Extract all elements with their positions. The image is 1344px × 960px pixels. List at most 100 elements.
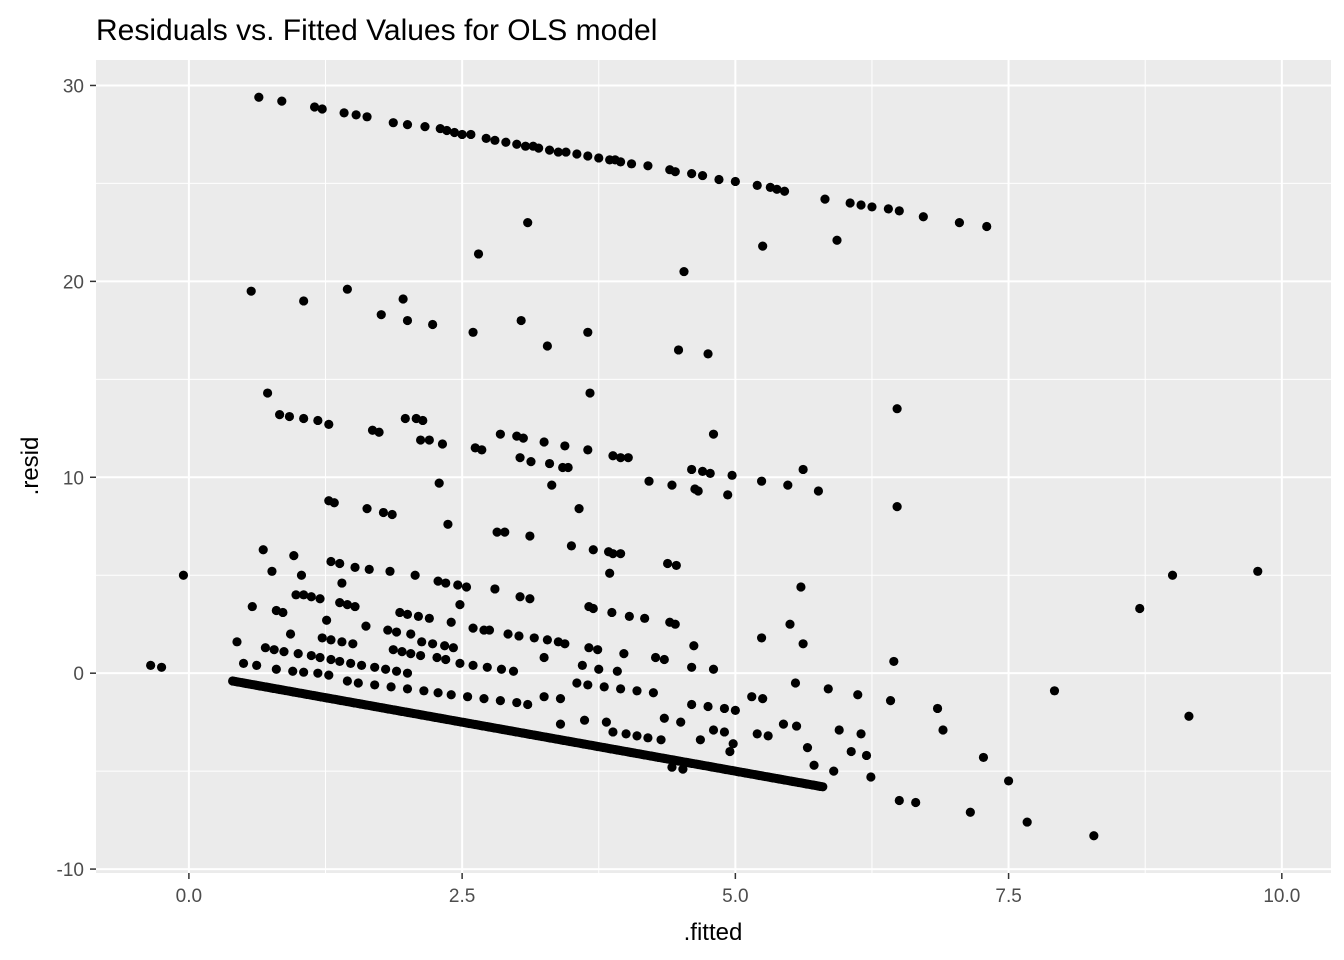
data-point — [306, 650, 316, 661]
data-point — [632, 686, 642, 696]
data-point — [616, 549, 626, 559]
data-point — [594, 664, 604, 674]
data-point — [954, 218, 965, 228]
data-point — [560, 441, 570, 451]
data-point — [448, 643, 458, 653]
data-point — [350, 562, 360, 572]
data-point — [441, 578, 451, 588]
data-point — [433, 576, 443, 586]
data-point — [361, 621, 371, 631]
data-point — [514, 631, 524, 641]
data-point — [391, 666, 402, 676]
data-point — [885, 696, 896, 706]
x-tick-label: 7.5 — [995, 886, 1021, 907]
data-point — [398, 294, 408, 304]
x-axis: 0.0 2.5 5.0 7.5 10.0 — [176, 873, 1300, 907]
data-point — [417, 637, 427, 647]
data-point — [608, 727, 618, 737]
data-point — [387, 509, 397, 520]
data-point — [443, 519, 453, 529]
x-tick-label: 5.0 — [722, 886, 748, 907]
data-point — [588, 545, 598, 555]
data-point — [523, 699, 533, 710]
data-point — [492, 527, 502, 537]
data-point — [262, 388, 273, 398]
data-point — [593, 645, 603, 655]
data-point — [534, 143, 544, 153]
data-point — [708, 725, 719, 735]
data-point — [416, 650, 426, 661]
data-point — [678, 764, 688, 774]
data-point — [790, 678, 801, 688]
data-point — [356, 660, 367, 670]
data-point — [601, 717, 611, 727]
data-point — [512, 697, 522, 708]
data-point — [395, 607, 405, 618]
data-point — [466, 129, 476, 140]
data-point — [516, 315, 526, 326]
x-axis-title: .fitted — [684, 919, 743, 946]
data-point — [420, 122, 430, 132]
data-point — [315, 594, 325, 604]
data-point — [416, 435, 426, 445]
data-point — [424, 613, 434, 623]
data-point — [339, 108, 349, 118]
data-point — [434, 478, 444, 488]
data-point — [326, 654, 336, 665]
data-point — [588, 603, 598, 614]
data-point — [271, 664, 281, 674]
data-point — [894, 795, 904, 806]
data-point — [689, 641, 699, 651]
data-point — [624, 611, 634, 621]
data-point — [346, 658, 356, 668]
data-point — [413, 611, 424, 621]
y-tick-label: -10 — [57, 860, 84, 881]
data-point — [260, 643, 270, 653]
data-point — [461, 582, 472, 592]
data-point — [146, 660, 156, 670]
data-point — [342, 284, 352, 294]
data-point — [351, 110, 361, 120]
data-point — [566, 541, 577, 551]
data-point — [605, 568, 615, 578]
data-point — [892, 502, 902, 512]
data-point — [455, 600, 465, 610]
data-point — [512, 139, 522, 149]
data-point — [632, 731, 642, 741]
data-point — [370, 680, 380, 690]
data-point — [342, 600, 352, 610]
data-point — [383, 625, 393, 635]
data-point — [313, 415, 323, 426]
data-point — [758, 694, 768, 704]
data-point — [348, 639, 358, 649]
data-point — [252, 660, 262, 670]
data-point — [1253, 566, 1263, 576]
data-point — [616, 157, 626, 167]
data-point — [579, 715, 590, 725]
data-point — [542, 635, 552, 645]
data-point — [289, 551, 299, 561]
data-point — [1184, 711, 1194, 721]
data-point — [515, 453, 525, 463]
data-point — [612, 666, 622, 676]
data-point — [607, 607, 617, 618]
data-point — [542, 341, 552, 351]
data-point — [526, 457, 536, 467]
data-point — [388, 645, 398, 655]
data-point — [362, 112, 372, 122]
data-point — [441, 654, 451, 665]
data-point — [758, 241, 768, 251]
data-point — [1167, 570, 1178, 580]
data-point — [656, 735, 666, 745]
data-point — [783, 480, 793, 490]
data-point — [640, 613, 650, 623]
data-point — [501, 137, 511, 147]
data-point — [796, 582, 806, 592]
data-point — [616, 684, 626, 694]
data-point — [867, 202, 877, 212]
data-point — [539, 437, 549, 447]
data-point — [326, 556, 336, 567]
data-point — [337, 637, 347, 647]
data-point — [525, 531, 535, 541]
data-point — [315, 652, 325, 663]
